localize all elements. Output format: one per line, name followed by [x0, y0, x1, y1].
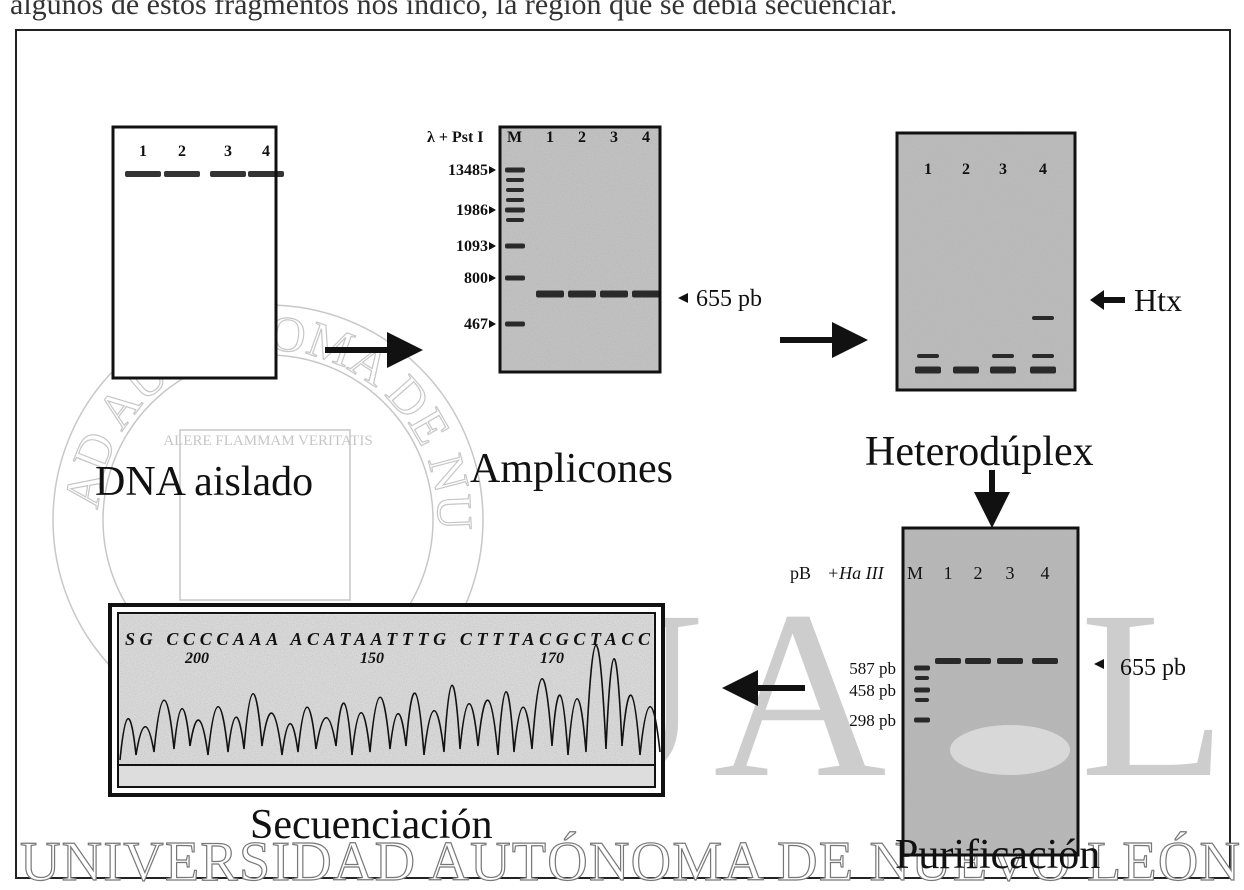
band	[505, 322, 525, 327]
band	[568, 291, 596, 298]
page: { "header_text": "algunos de estos fragm…	[0, 0, 1244, 885]
marker-name: +Ha III	[827, 563, 885, 583]
marker-size: 13485	[448, 162, 488, 179]
lane-label: 4	[1039, 161, 1047, 178]
band	[210, 171, 246, 177]
band	[632, 291, 660, 298]
position-label: 200	[184, 650, 209, 667]
marker-size: 1986	[456, 202, 488, 219]
gel-texture	[502, 129, 658, 370]
band	[914, 688, 930, 693]
band	[505, 276, 525, 281]
band	[915, 676, 929, 680]
dna-label: DNA aislado	[95, 459, 313, 505]
marker-size: 298 pb	[849, 711, 896, 730]
lane-label: 1	[944, 563, 953, 583]
band	[506, 178, 524, 182]
band	[1032, 354, 1054, 358]
pointer	[489, 242, 496, 250]
pointer	[489, 166, 496, 174]
lane-label: 4	[642, 129, 650, 146]
band	[935, 658, 961, 664]
product-label: 655 pb	[1120, 655, 1186, 681]
marker-lane: M	[507, 129, 522, 146]
band	[1032, 316, 1054, 320]
sequencing-label: Secuenciación	[250, 802, 493, 848]
band	[506, 218, 524, 222]
band	[917, 354, 939, 358]
lane-label: 2	[578, 129, 586, 146]
position-label: 170	[540, 650, 564, 667]
lane-label: 4	[262, 143, 270, 160]
marker-size: 800	[464, 270, 488, 287]
product-label: 655 pb	[696, 286, 762, 312]
seal-motto: ALERE FLAMMAM VERITATIS	[163, 433, 372, 449]
band	[600, 291, 628, 298]
band	[915, 698, 929, 702]
band	[505, 208, 525, 213]
gel-glow	[950, 725, 1070, 775]
band	[505, 244, 525, 249]
pointer	[489, 320, 496, 328]
band	[914, 718, 930, 723]
band	[914, 666, 930, 671]
heteroduplex-label: Heterodúplex	[865, 429, 1094, 475]
marker-lane: M	[907, 563, 923, 583]
header-text: algunos de estos fragmentos nos indicó, …	[10, 0, 897, 21]
band	[505, 168, 525, 173]
band	[1032, 658, 1058, 664]
lane-label: 2	[178, 143, 186, 160]
lane-label: 2	[974, 563, 983, 583]
pointer	[678, 293, 688, 303]
pointer	[489, 206, 496, 214]
gel-texture	[905, 530, 1076, 853]
htx-label: Htx	[1134, 282, 1182, 318]
dna-gel	[113, 127, 276, 378]
band	[953, 367, 979, 374]
band	[506, 198, 524, 202]
lane-label: 3	[610, 129, 618, 146]
marker-size: 587 pb	[849, 659, 896, 678]
lane-label: 1	[546, 129, 554, 146]
amplicon-label: Amplicones	[470, 446, 673, 492]
band	[997, 658, 1023, 664]
band	[506, 188, 524, 192]
band	[990, 367, 1016, 374]
band	[536, 291, 564, 298]
marker-name: λ + Pst I	[427, 129, 484, 146]
lane-label: 3	[999, 161, 1007, 178]
band	[125, 171, 161, 177]
figure: algunos de estos fragmentos nos indicó, …	[0, 0, 1244, 885]
lane-label: 3	[224, 143, 232, 160]
lane-label: 4	[1041, 563, 1050, 583]
band	[992, 354, 1014, 358]
marker-size: 467	[464, 316, 488, 333]
purification-label: Purificación	[895, 832, 1100, 878]
marker-name: pB	[790, 563, 811, 583]
pointer	[1090, 290, 1125, 310]
marker-size: 1093	[456, 238, 488, 255]
marker-size: 458 pb	[849, 681, 896, 700]
band	[915, 367, 941, 374]
band	[164, 171, 200, 177]
band	[965, 658, 991, 664]
pointer	[489, 274, 496, 282]
lane-label: 1	[924, 161, 932, 178]
lane-label: 2	[962, 161, 970, 178]
lane-label: 1	[139, 143, 147, 160]
band	[1030, 367, 1056, 374]
lane-label: 3	[1006, 563, 1015, 583]
band	[248, 171, 284, 177]
position-label: 150	[360, 650, 384, 667]
